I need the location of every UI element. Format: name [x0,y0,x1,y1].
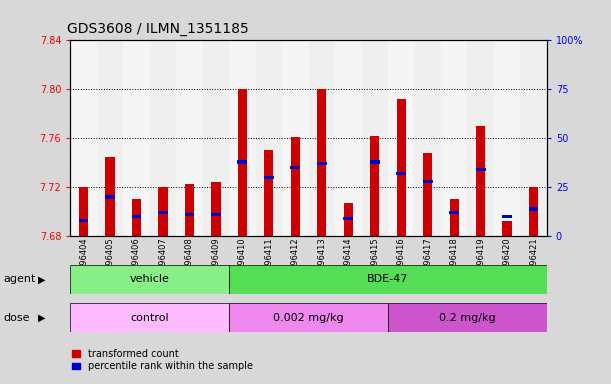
Bar [229,303,388,332]
Bar [291,137,300,236]
Text: control: control [130,313,169,323]
Text: BDE-47: BDE-47 [367,274,409,285]
Bar [502,222,512,236]
Bar [397,99,406,236]
Bar [450,199,459,236]
Bar [441,40,467,236]
Bar [388,40,414,236]
Bar [70,303,229,332]
Bar [476,126,485,236]
Bar [309,40,335,236]
Text: dose: dose [3,313,29,323]
Bar [423,153,433,236]
Bar [343,203,353,236]
Text: 0.002 mg/kg: 0.002 mg/kg [273,313,344,323]
Bar [185,184,194,236]
Bar [185,213,194,216]
Bar [414,40,441,236]
Bar [150,40,176,236]
Text: vehicle: vehicle [130,274,170,285]
Bar [238,89,247,236]
Bar [388,303,547,332]
Bar [370,160,379,164]
Bar [229,265,547,294]
Bar [423,180,433,183]
Bar [370,136,379,236]
Bar [70,265,229,294]
Bar [70,40,97,236]
Text: GDS3608 / ILMN_1351185: GDS3608 / ILMN_1351185 [67,23,249,36]
Bar [105,157,115,236]
Bar [317,89,326,236]
Bar [131,215,141,218]
Bar [97,40,123,236]
Bar [529,187,538,236]
Bar [502,215,512,218]
Bar [467,40,494,236]
Bar [211,182,221,236]
Bar [362,40,388,236]
Bar [264,175,274,179]
Bar [255,40,282,236]
Bar [264,151,274,236]
Bar [521,40,547,236]
Bar [343,217,353,220]
Legend: transformed count, percentile rank within the sample: transformed count, percentile rank withi… [72,349,252,371]
Bar [229,40,255,236]
Bar [176,40,203,236]
Text: 0.2 mg/kg: 0.2 mg/kg [439,313,496,323]
Bar [476,168,486,171]
Bar [238,160,247,164]
Bar [282,40,309,236]
Bar [397,172,406,175]
Bar [290,166,300,169]
Bar [317,162,327,166]
Bar [494,40,521,236]
Bar [449,211,459,214]
Bar [158,187,167,236]
Text: ▶: ▶ [38,313,45,323]
Text: agent: agent [3,274,35,285]
Bar [79,219,89,222]
Bar [335,40,362,236]
Bar [203,40,229,236]
Bar [105,195,115,199]
Bar [211,213,221,216]
Bar [132,199,141,236]
Bar [79,187,88,236]
Text: ▶: ▶ [38,274,45,285]
Bar [123,40,150,236]
Bar [529,207,538,210]
Bar [158,211,168,214]
